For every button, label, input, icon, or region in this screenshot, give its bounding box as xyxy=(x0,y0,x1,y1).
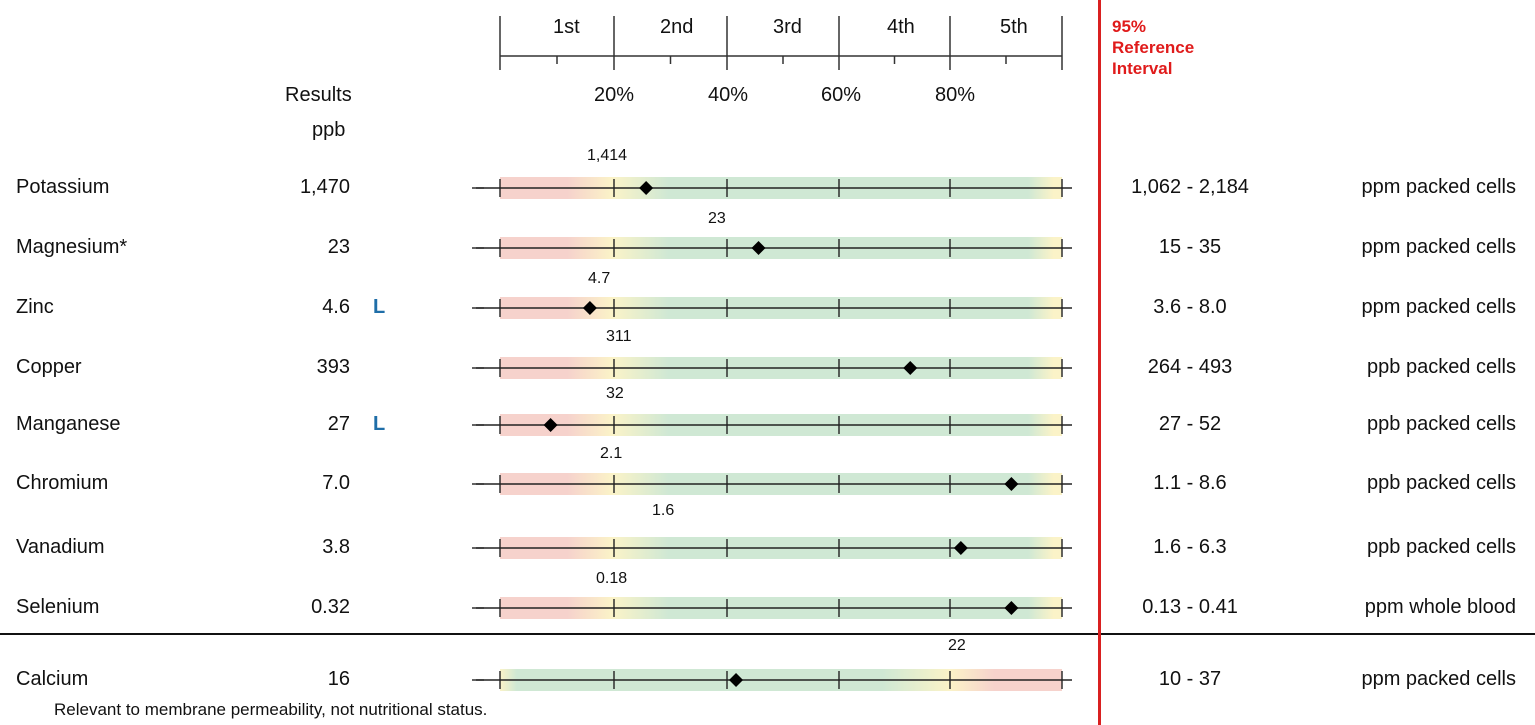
section-divider-right xyxy=(1101,633,1535,635)
percentile-40: 40% xyxy=(708,84,749,106)
reference-range: 1,062 - 2,184 xyxy=(1131,176,1249,198)
reference-unit: ppm whole blood xyxy=(1364,596,1516,618)
analyte-name: Copper xyxy=(16,356,82,378)
result-flag: L xyxy=(373,413,386,435)
reference-range: 15 - 35 xyxy=(1158,236,1222,258)
result-marker xyxy=(903,361,918,375)
median-value: 311 xyxy=(606,328,632,345)
quintile-3: 3rd xyxy=(773,16,802,38)
reference-unit: ppm packed cells xyxy=(1361,176,1516,198)
analyte-name: Zinc xyxy=(16,296,54,318)
result-marker xyxy=(953,541,968,555)
median-value: 22 xyxy=(948,637,966,654)
analyte-name: Selenium xyxy=(16,596,100,618)
result-value: 23 xyxy=(327,236,350,258)
reference-unit: ppb packed cells xyxy=(1367,413,1516,435)
reference-heading-line3: Interval xyxy=(1112,59,1173,78)
footnote: Relevant to membrane permeability, not n… xyxy=(54,700,488,719)
quintile-4: 4th xyxy=(887,16,915,38)
median-value: 4.7 xyxy=(588,270,611,287)
result-marker xyxy=(729,673,744,687)
reference-unit: ppb packed cells xyxy=(1367,536,1516,558)
percentile-80: 80% xyxy=(935,84,976,106)
reference-range: 27 - 52 xyxy=(1158,413,1222,435)
reference-heading-line1: 95% xyxy=(1112,17,1147,36)
reference-unit: ppb packed cells xyxy=(1367,356,1516,378)
reference-range: 0.13 - 0.41 xyxy=(1142,596,1238,618)
results-label: Results xyxy=(285,84,352,106)
quintile-2: 2nd xyxy=(660,16,694,38)
result-value: 16 xyxy=(327,668,350,690)
median-value: 1.6 xyxy=(652,502,675,519)
analyte-name: Calcium xyxy=(16,668,89,690)
reference-unit: ppm packed cells xyxy=(1361,236,1516,258)
analyte-name: Vanadium xyxy=(16,536,105,558)
result-value: 0.32 xyxy=(311,596,350,618)
reference-range: 10 - 37 xyxy=(1158,668,1222,690)
median-value: 23 xyxy=(708,210,726,227)
result-marker xyxy=(1004,601,1019,615)
reference-range: 1.6 - 6.3 xyxy=(1153,536,1227,558)
result-marker xyxy=(543,418,558,432)
median-value: 0.18 xyxy=(596,570,628,587)
analyte-name: Magnesium* xyxy=(16,236,128,258)
section-divider xyxy=(0,633,1098,635)
median-value: 32 xyxy=(606,385,624,402)
analyte-name: Potassium xyxy=(16,176,110,198)
reference-divider xyxy=(1098,0,1101,725)
result-marker xyxy=(751,241,766,255)
reference-unit: ppm packed cells xyxy=(1361,668,1516,690)
result-value: 393 xyxy=(316,356,350,378)
reference-unit: ppb packed cells xyxy=(1367,472,1516,494)
median-value: 1,414 xyxy=(587,147,628,164)
quintile-1: 1st xyxy=(553,16,580,38)
reference-interval-heading: 95% Reference Interval xyxy=(1112,16,1194,79)
result-value: 3.8 xyxy=(322,536,350,558)
result-flag: L xyxy=(373,296,386,318)
reference-range: 3.6 - 8.0 xyxy=(1153,296,1227,318)
reference-range: 1.1 - 8.6 xyxy=(1153,472,1227,494)
analyte-name: Manganese xyxy=(16,413,121,435)
analyte-name: Chromium xyxy=(16,472,109,494)
units-label: ppb xyxy=(312,119,346,141)
reference-unit: ppm packed cells xyxy=(1361,296,1516,318)
result-marker xyxy=(1004,477,1019,491)
percentile-60: 60% xyxy=(821,84,862,106)
result-value: 4.6 xyxy=(322,296,350,318)
result-marker xyxy=(639,181,654,195)
reference-range: 264 - 493 xyxy=(1147,356,1233,378)
result-marker xyxy=(582,301,597,315)
median-value: 2.1 xyxy=(600,445,623,462)
percentile-20: 20% xyxy=(594,84,635,106)
reference-heading-line2: Reference xyxy=(1112,38,1195,57)
result-value: 7.0 xyxy=(322,472,350,494)
result-value: 27 xyxy=(327,413,350,435)
quintile-5: 5th xyxy=(1000,16,1028,38)
result-value: 1,470 xyxy=(299,176,350,198)
